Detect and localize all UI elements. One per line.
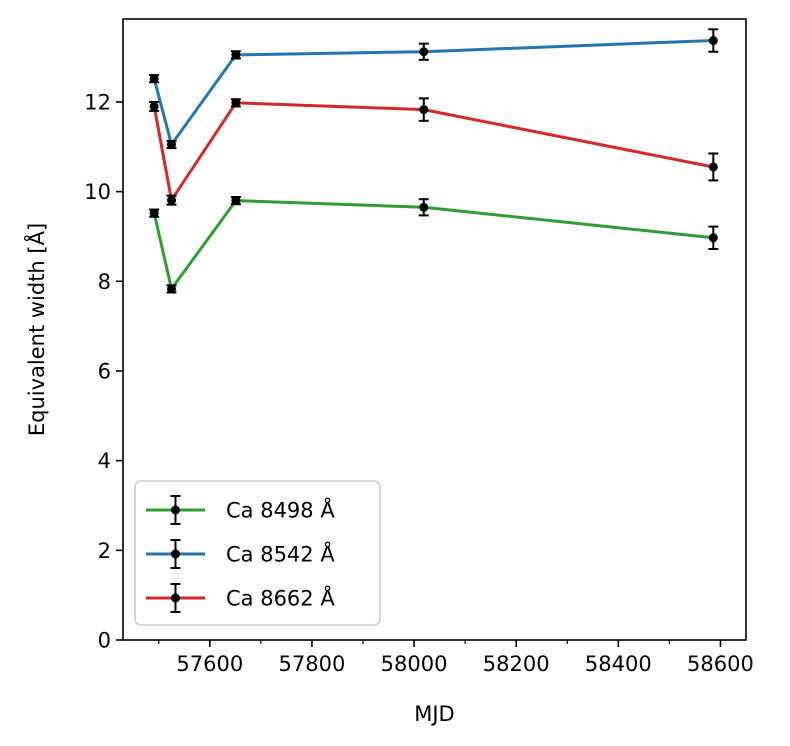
data-point	[708, 233, 718, 243]
y-tick-label: 8	[98, 270, 111, 294]
y-tick-label: 2	[98, 539, 111, 563]
data-point	[231, 196, 241, 206]
data-point	[167, 284, 177, 294]
data-point	[419, 202, 429, 212]
data-point	[167, 195, 177, 205]
y-tick-label: 12	[84, 90, 111, 114]
y-tick-label: 4	[98, 449, 111, 473]
x-tick-label: 57600	[176, 652, 243, 676]
series-layer	[149, 28, 719, 294]
legend-marker	[171, 549, 180, 559]
axes-layer: 57600 57800 58000 58200 58400 58600 0 2 4 6 8 10 12	[84, 90, 754, 676]
data-point	[231, 98, 241, 108]
y-axis-label: Equivalent width [Å]	[23, 223, 49, 436]
legend-label: Ca 8662 Å	[226, 585, 335, 611]
x-axis-label: MJD	[414, 702, 454, 726]
data-point	[419, 47, 429, 57]
legend-label: Ca 8498 Å	[226, 497, 335, 523]
plot-frame	[122, 18, 747, 641]
y-tick-label: 0	[98, 629, 111, 653]
legend-marker	[171, 505, 180, 515]
x-tick-label: 58000	[381, 652, 448, 676]
legend: Ca 8498 Å Ca 8542 Å Ca 8662 Å	[134, 480, 381, 626]
data-point	[708, 36, 718, 46]
data-point	[231, 50, 241, 60]
x-tick-label: 57800	[279, 652, 346, 676]
data-point	[149, 208, 159, 218]
y-tick-label: 6	[98, 359, 111, 383]
data-point	[167, 140, 177, 150]
data-point	[149, 101, 159, 111]
x-tick-label: 58400	[585, 652, 652, 676]
legend-label: Ca 8542 Å	[226, 541, 335, 567]
x-tick-label: 58200	[483, 652, 550, 676]
x-tick-label: 58600	[687, 652, 754, 676]
data-point	[708, 162, 718, 172]
y-tick-label: 10	[84, 180, 111, 204]
data-point	[419, 105, 429, 115]
legend-marker	[171, 593, 180, 603]
legend-frame	[134, 480, 381, 626]
data-point	[149, 74, 159, 84]
